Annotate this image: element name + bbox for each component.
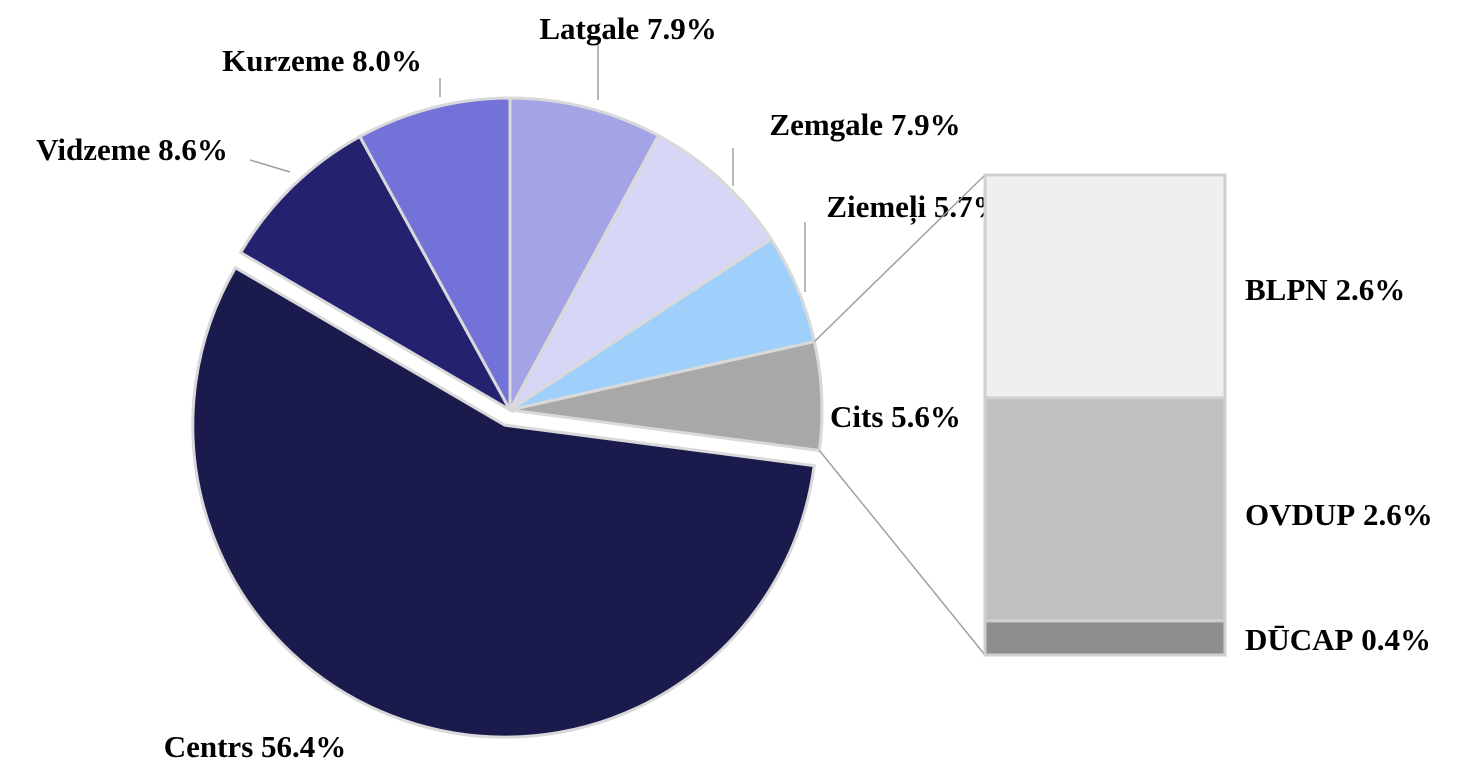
data-label: Kurzeme 8.0% xyxy=(222,43,422,78)
label-space xyxy=(639,11,647,46)
label-value: 7.9% xyxy=(647,11,717,46)
label-name: Vidzeme xyxy=(36,132,150,167)
label-name: Kurzeme xyxy=(222,43,344,78)
label-space xyxy=(1328,272,1336,307)
label-space xyxy=(883,399,891,434)
data-label: Cits 5.6% xyxy=(830,399,961,434)
pie-slice xyxy=(357,96,512,411)
label-value: 0.4% xyxy=(1361,622,1431,657)
label-value: 8.6% xyxy=(158,132,228,167)
label-space xyxy=(344,43,352,78)
breakdown-bar xyxy=(983,396,1227,623)
label-value: 2.6% xyxy=(1363,497,1433,532)
breakdown-bar xyxy=(983,619,1227,657)
label-space xyxy=(926,189,934,224)
label-space xyxy=(883,107,891,142)
label-space xyxy=(253,729,261,764)
leader-line xyxy=(249,159,291,173)
data-label: Latgale 7.9% xyxy=(539,11,716,46)
label-name: DŪCAP xyxy=(1245,622,1354,657)
label-name: Cits xyxy=(830,399,883,434)
label-name: Centrs xyxy=(164,729,254,764)
data-label: Zemgale 7.9% xyxy=(769,107,960,142)
data-label: BLPN 2.6% xyxy=(1245,272,1405,307)
pie-slice xyxy=(509,339,824,453)
pie-slice xyxy=(508,133,774,412)
label-name: Ziemeļi xyxy=(826,189,926,225)
label-value: 5.6% xyxy=(891,399,961,434)
data-label: Ziemeļi 5.7% xyxy=(826,189,1003,225)
label-name: BLPN xyxy=(1245,272,1328,307)
connector xyxy=(818,450,986,656)
connector xyxy=(813,174,986,343)
label-space xyxy=(1355,497,1363,532)
pie-slice xyxy=(191,265,816,739)
leader-lines xyxy=(249,45,806,292)
data-label: Centrs 56.4% xyxy=(164,729,347,764)
pie-slice xyxy=(508,96,661,411)
label-space xyxy=(150,132,158,167)
label-value: 56.4% xyxy=(261,729,346,764)
label-space xyxy=(1354,622,1362,657)
breakdown-bar xyxy=(983,173,1227,400)
label-value: 7.9% xyxy=(891,107,961,142)
label-name: OVDUP xyxy=(1245,497,1355,532)
data-label: Vidzeme 8.6% xyxy=(36,132,228,167)
label-value: 8.0% xyxy=(352,43,422,78)
label-value: 2.6% xyxy=(1335,272,1405,307)
data-label: DŪCAP 0.4% xyxy=(1245,622,1431,657)
label-name: Latgale xyxy=(539,11,639,46)
pie-slice xyxy=(238,134,514,415)
data-label: OVDUP 2.6% xyxy=(1245,497,1433,532)
label-name: Zemgale xyxy=(769,107,883,142)
